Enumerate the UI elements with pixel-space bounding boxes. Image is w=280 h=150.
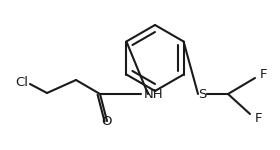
Text: O: O <box>102 115 112 128</box>
Text: F: F <box>260 69 267 81</box>
Text: Cl: Cl <box>15 75 29 88</box>
Text: NH: NH <box>144 87 164 100</box>
Text: F: F <box>255 111 263 124</box>
Text: S: S <box>198 87 206 100</box>
